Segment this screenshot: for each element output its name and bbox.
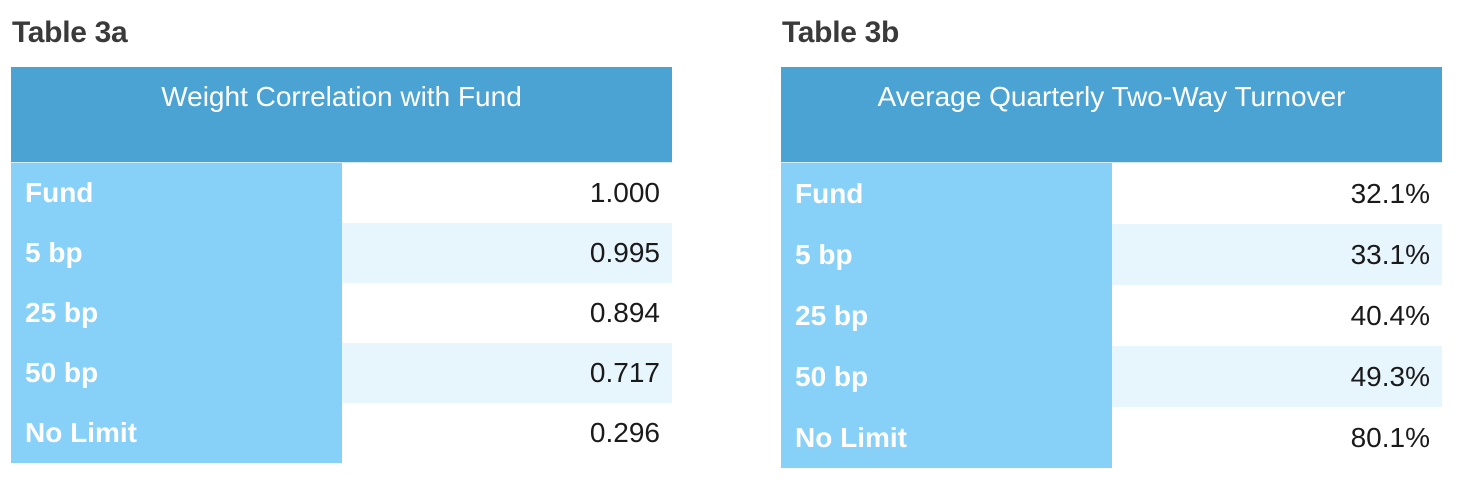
table-row: 5 bp 0.995: [11, 223, 672, 283]
row-value: 49.3%: [1112, 346, 1442, 407]
row-label: 50 bp: [11, 343, 342, 403]
row-label: No Limit: [781, 407, 1112, 468]
row-label: 25 bp: [781, 285, 1112, 346]
row-value: 0.894: [589, 297, 660, 328]
row-value: 33.1%: [1112, 224, 1442, 285]
table-3b-panel: Table 3b Average Quarterly Two-Way Turno…: [781, 14, 1442, 468]
table-row: 25 bp 0.894: [11, 283, 672, 343]
row-value: 80.1%: [1350, 422, 1430, 453]
table-header: Weight Correlation with Fund: [11, 67, 672, 163]
table-row: 25 bp 40.4%: [781, 285, 1442, 346]
row-value: 0.995: [342, 223, 672, 283]
row-label: 5 bp: [781, 224, 1112, 285]
table-row: 50 bp 0.717: [11, 343, 672, 403]
row-label: 50 bp: [781, 346, 1112, 407]
table-row: 5 bp 33.1%: [781, 224, 1442, 285]
row-label: No Limit: [11, 403, 342, 463]
table-body: Fund 1.000 5 bp 0.995 25 bp 0.894 50 bp …: [11, 163, 672, 463]
table-caption: Table 3b: [782, 16, 900, 49]
table-header: Average Quarterly Two-Way Turnover: [781, 67, 1442, 163]
row-label: 25 bp: [11, 283, 342, 343]
table-caption: Table 3a: [12, 16, 128, 49]
row-label: Fund: [781, 163, 1112, 224]
table-row: No Limit 0.296: [11, 403, 672, 463]
row-label: 5 bp: [11, 223, 342, 283]
table-row: Fund 1.000: [11, 163, 672, 223]
table-body: Fund 32.1% 5 bp 33.1% 25 bp 40.4% 50 bp …: [781, 163, 1442, 468]
table-row: Fund 32.1%: [781, 163, 1442, 224]
row-value: 0.717: [342, 343, 672, 403]
table-3a-panel: Table 3a Weight Correlation with Fund Fu…: [11, 14, 672, 463]
row-value: 40.4%: [1350, 300, 1430, 331]
table-row: No Limit 80.1%: [781, 407, 1442, 468]
row-label: Fund: [11, 163, 342, 223]
row-value: 1.000: [589, 177, 660, 208]
row-value: 0.296: [589, 417, 660, 448]
row-value: 32.1%: [1350, 178, 1430, 209]
table-row: 50 bp 49.3%: [781, 346, 1442, 407]
